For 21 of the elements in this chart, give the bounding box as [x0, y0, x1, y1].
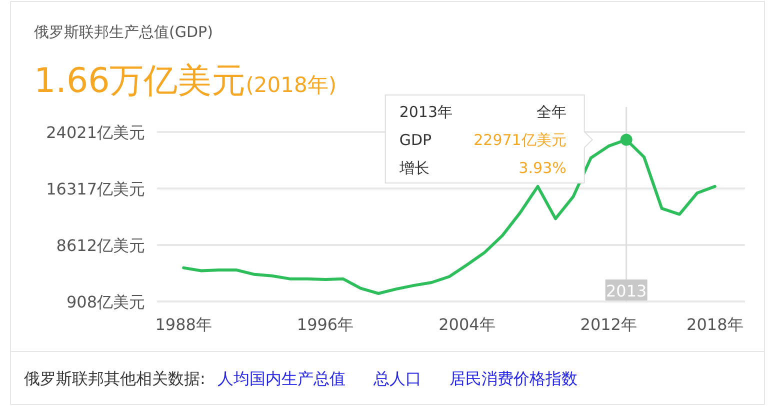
x-tick-label: 1988年: [155, 315, 212, 334]
text: 居民消费价格指数: [449, 369, 578, 388]
chart-subtitle: 1.66万亿美元(2018年): [34, 61, 337, 101]
y-tick-label: 908亿美元: [66, 292, 145, 312]
annotation: 3.93%: [518, 159, 566, 177]
y-tick-label: 24021亿美元: [46, 123, 145, 142]
x-tick-label: 2004年: [438, 315, 496, 334]
x-tick-label: 2012年: [580, 315, 637, 334]
chart-title: 俄罗斯联邦生产总值(GDP): [34, 23, 213, 41]
text: 全年: [536, 103, 566, 121]
y-tick-label: 16317亿美元: [46, 180, 145, 198]
x-tick-label: 1996年: [296, 315, 354, 334]
annotation: 22971亿美元: [474, 131, 566, 149]
y-tick-label: 8612亿美元: [56, 236, 145, 255]
text: 总人口: [372, 369, 422, 388]
annotation: 增长: [398, 159, 430, 177]
text: 人均国内生产总值: [217, 369, 346, 388]
x-tick-label: 2018年: [686, 315, 744, 334]
text: 俄罗斯联邦其他相关数据:: [24, 369, 206, 388]
text: 2013年: [399, 103, 453, 121]
annotation: GDP: [399, 131, 432, 149]
